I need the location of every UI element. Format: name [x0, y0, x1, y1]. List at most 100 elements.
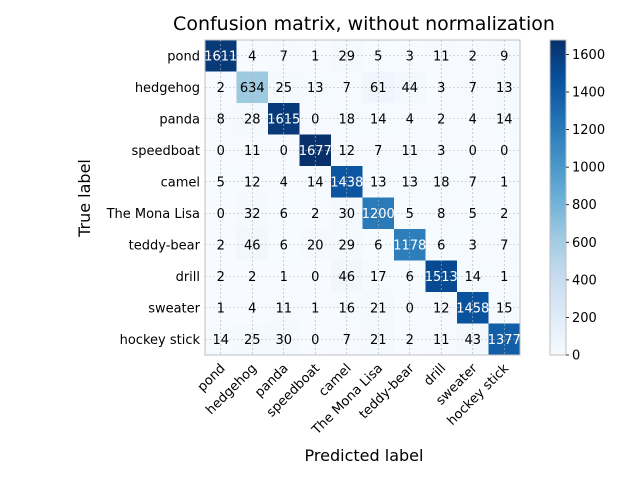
colorbar-tick-label: 1200: [572, 123, 605, 138]
cell-value-label: 4: [248, 301, 256, 316]
cell-value-label: 44: [401, 81, 418, 96]
x-axis-label: Predicted label: [305, 446, 424, 465]
y-axis-label: True label: [75, 159, 94, 238]
cell-value-label: 6: [280, 238, 288, 253]
y-tick-label: pond: [167, 49, 200, 64]
cell-value-label: 21: [370, 333, 387, 348]
cell-value-label: 1377: [488, 333, 521, 348]
cell-value-label: 7: [469, 175, 477, 190]
cell-value-label: 29: [338, 238, 355, 253]
cell-value-label: 7: [500, 238, 508, 253]
cell-value-label: 6: [374, 238, 382, 253]
cell-value-label: 11: [244, 144, 261, 159]
cell-value-label: 14: [370, 112, 387, 127]
cell-value-label: 1: [280, 270, 288, 285]
cell-value-label: 18: [338, 112, 355, 127]
y-tick-label: camel: [161, 175, 200, 190]
colorbar-tick-label: 200: [572, 311, 597, 326]
colorbar-scale: [549, 39, 567, 356]
cell-value-label: 0: [217, 144, 225, 159]
cell-value-label: 6: [406, 270, 414, 285]
cell-value-label: 2: [217, 238, 225, 253]
cell-value-label: 13: [496, 81, 513, 96]
cell-value-label: 4: [248, 49, 256, 64]
cell-value-label: 14: [464, 270, 481, 285]
cell-value-label: 3: [437, 81, 445, 96]
cell-value-label: 7: [280, 49, 288, 64]
cell-value-label: 30: [338, 207, 355, 222]
colorbar-tick-label: 1400: [572, 86, 605, 101]
colorbar: 0 200 400 600 800 1000 1200 1400 1600: [549, 39, 605, 364]
cell-value-label: 46: [338, 270, 355, 285]
cell-value-label: 32: [244, 207, 261, 222]
cell-value-label: 2: [217, 270, 225, 285]
cell-value-label: 1: [500, 175, 508, 190]
cell-value-label: 634: [240, 81, 265, 96]
cell-value-label: 21: [370, 301, 387, 316]
chart-title: Confusion matrix, without normalization: [173, 13, 555, 35]
cell-value-label: 2: [406, 333, 414, 348]
cell-value-label: 12: [433, 301, 450, 316]
cell-value-label: 16: [338, 301, 355, 316]
cell-value-label: 1438: [330, 175, 363, 190]
heatmap-cell-labels: 1611 4 7 1 29 5 3 11 2 92 634 25 13 7 61 44 3 7 138 28 1615 0…: [204, 49, 521, 348]
cell-value-label: 25: [275, 81, 292, 96]
cell-value-label: 11: [433, 333, 450, 348]
colorbar-tick-label: 0: [572, 349, 580, 364]
cell-value-label: 30: [275, 333, 292, 348]
cell-value-label: 1: [311, 301, 319, 316]
cell-value-label: 0: [500, 144, 508, 159]
y-tick-label: teddy-bear: [129, 238, 201, 253]
colorbar-tick-label: 600: [572, 236, 597, 251]
cell-value-label: 12: [244, 175, 261, 190]
cell-value-label: 0: [311, 112, 319, 127]
cell-value-label: 20: [307, 238, 324, 253]
cell-value-label: 17: [370, 270, 387, 285]
cell-value-label: 0: [469, 144, 477, 159]
cell-value-label: 28: [244, 112, 261, 127]
y-tick-label: sweater: [148, 301, 200, 316]
cell-value-label: 14: [496, 112, 513, 127]
cell-value-label: 6: [280, 207, 288, 222]
y-tick-label: panda: [159, 112, 200, 127]
cell-value-label: 9: [500, 49, 508, 64]
cell-value-label: 1611: [204, 49, 237, 64]
cell-value-label: 3: [469, 238, 477, 253]
cell-value-label: 11: [275, 301, 292, 316]
cell-value-label: 2: [217, 81, 225, 96]
cell-value-label: 1615: [267, 112, 300, 127]
cell-value-label: 11: [433, 49, 450, 64]
cell-value-label: 18: [433, 175, 450, 190]
cell-value-label: 1458: [456, 301, 489, 316]
colorbar-tick-label: 400: [572, 273, 597, 288]
heatmap-grid: [205, 40, 520, 355]
cell-value-label: 61: [370, 81, 387, 96]
colorbar-tick-label: 1600: [572, 48, 605, 63]
cell-value-label: 1: [500, 270, 508, 285]
cell-value-label: 0: [280, 144, 288, 159]
cell-value-label: 2: [469, 49, 477, 64]
cell-value-label: 1178: [393, 238, 426, 253]
cell-value-label: 4: [469, 112, 477, 127]
cell-value-label: 1: [311, 49, 319, 64]
colorbar-tick-label: 800: [572, 198, 597, 213]
cell-value-label: 25: [244, 333, 261, 348]
cell-value-label: 5: [406, 207, 414, 222]
cell-value-label: 1200: [362, 207, 395, 222]
cell-value-label: 3: [406, 49, 414, 64]
cell-value-label: 1: [217, 301, 225, 316]
cell-value-label: 5: [374, 49, 382, 64]
cell-value-label: 2: [500, 207, 508, 222]
cell-value-label: 29: [338, 49, 355, 64]
cell-value-label: 2: [248, 270, 256, 285]
colorbar-tick-label: 1000: [572, 161, 605, 176]
cell-value-label: 5: [217, 175, 225, 190]
y-tick-label: speedboat: [131, 144, 200, 159]
cell-value-label: 14: [212, 333, 229, 348]
cell-value-label: 13: [401, 175, 418, 190]
cell-value-label: 46: [244, 238, 261, 253]
cell-value-label: 2: [311, 207, 319, 222]
cell-value-label: 11: [401, 144, 418, 159]
cell-value-label: 4: [280, 175, 288, 190]
